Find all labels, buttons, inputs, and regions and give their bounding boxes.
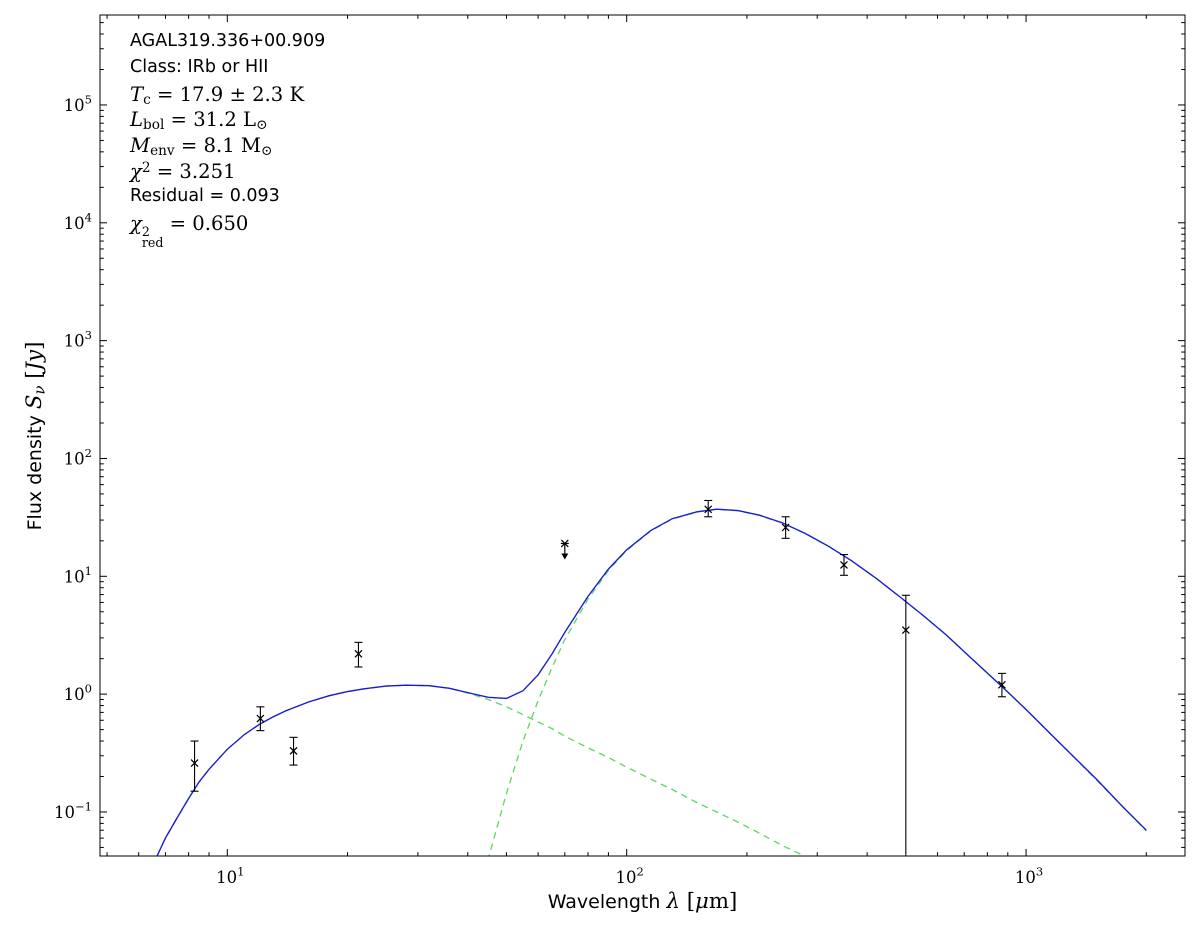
axis-ticks xyxy=(100,15,1185,856)
data-point-marker xyxy=(289,746,298,755)
text-part: [ xyxy=(679,889,695,914)
text-part: = 31.2 L xyxy=(164,108,257,132)
data-point-marker xyxy=(256,714,265,723)
data-points xyxy=(190,499,1006,853)
text-part: χ xyxy=(130,160,142,184)
y-axis-label: Flux density Sν [Jy] xyxy=(22,342,48,531)
text-part: = 0.650 xyxy=(163,211,249,235)
text-part: [ xyxy=(22,370,47,386)
text-part: bol xyxy=(143,117,165,134)
text-part: AGAL319.336+00.909 xyxy=(130,31,326,51)
text-part: Flux density xyxy=(24,409,46,531)
text-part: ⊙ xyxy=(256,117,268,134)
text-part: ν xyxy=(31,385,49,395)
data-point-marker xyxy=(997,680,1006,689)
text-part: L xyxy=(130,108,144,132)
annotation-bolometric-luminosity: Lbol = 31.2 L⊙ xyxy=(130,108,325,134)
y-tick-label: 100 xyxy=(64,682,92,705)
data-point-marker xyxy=(190,759,199,768)
annotation-class: Class: IRb or HII xyxy=(130,57,325,83)
data-point-marker xyxy=(901,626,910,634)
text-part: ] xyxy=(22,341,47,350)
upper-limit-arrow xyxy=(561,553,569,560)
annotation-source-name: AGAL319.336+00.909 xyxy=(130,31,325,57)
text-part: ⊙ xyxy=(260,143,273,160)
text-part: Jy xyxy=(22,349,47,371)
data-point-marker xyxy=(560,539,569,548)
annotation-chi-square: χ2 = 3.251 xyxy=(130,160,325,186)
x-tick-label: 102 xyxy=(616,865,644,888)
text-part: S xyxy=(22,394,47,410)
tick-labels: 101 102 103 10−1 100 101 102 103 104 105 xyxy=(54,92,1043,887)
text-part: 2 red xyxy=(141,223,164,250)
y-tick-label: 103 xyxy=(64,328,92,351)
x-axis-label: Wavelength λ [μm] xyxy=(100,889,1185,914)
data-point-marker xyxy=(781,523,790,532)
annotation-residual: Residual = 0.093 xyxy=(130,186,325,212)
y-tick-label: 105 xyxy=(64,92,92,115)
annotation-block: AGAL319.336+00.909 Class: IRb or HII Tc = … xyxy=(130,31,325,249)
text-part: M xyxy=(130,134,151,158)
annotation-dust-temperature: Tc = 17.9 ± 2.3 K xyxy=(130,83,325,109)
text-part: m] xyxy=(708,889,738,914)
plot-frame xyxy=(99,14,1186,857)
x-tick-label: 103 xyxy=(1015,865,1043,888)
data-point-marker xyxy=(354,649,363,658)
text-part: Wavelength xyxy=(547,891,667,913)
data-point-marker xyxy=(840,560,848,569)
annotation-envelope-mass: Menv = 8.1 M⊙ xyxy=(130,134,325,160)
text-part: Class: IRb or HII xyxy=(130,56,269,77)
x-tick-label: 101 xyxy=(216,865,244,888)
y-tick-label: 104 xyxy=(64,210,92,233)
text-part: λ xyxy=(666,889,680,914)
text-part: = 8.1 M xyxy=(174,134,261,158)
y-tick-label: 10−1 xyxy=(54,799,92,822)
text-part: env xyxy=(150,143,175,160)
data-point-marker xyxy=(704,505,713,514)
y-tick-label: 101 xyxy=(64,564,92,587)
text-part: μ xyxy=(695,889,709,914)
text-part: T xyxy=(130,82,144,106)
y-tick-label: 102 xyxy=(64,446,92,469)
text-part: χ xyxy=(130,211,142,235)
text-part: = 3.251 xyxy=(150,160,236,184)
text-part: c xyxy=(143,91,151,108)
text-part: = 17.9 ± 2.3 K xyxy=(150,82,305,106)
annotation-chi-square-reduced: χ 2 red = 0.650 xyxy=(130,211,325,249)
text-part: 2 xyxy=(141,159,151,176)
text-part: Residual = 0.093 xyxy=(130,185,280,206)
